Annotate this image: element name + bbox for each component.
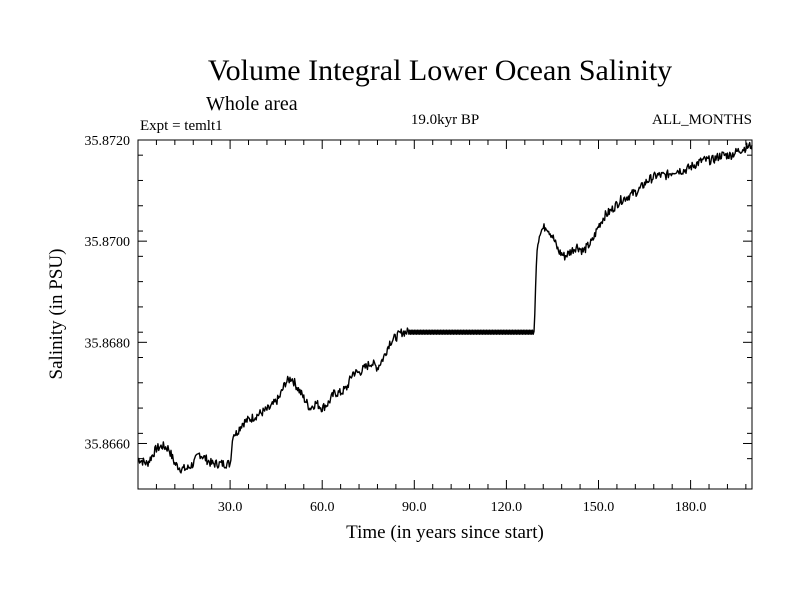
months-label: ALL_MONTHS xyxy=(652,112,752,128)
series-line-salinity xyxy=(137,141,753,474)
x-axis-label: Time (in years since start) xyxy=(346,522,544,543)
y-axis-ticks: 35.8660 35.8680 35.8700 35.8720 xyxy=(85,134,752,460)
x-tick-label: 120.0 xyxy=(491,500,523,515)
period-label: 19.0kyr BP xyxy=(411,112,479,128)
experiment-label: Expt = temlt1 xyxy=(140,118,223,134)
chart-title: Volume Integral Lower Ocean Salinity xyxy=(208,54,672,87)
x-axis-ticks: 30.0 60.0 90.0 120.0 150.0 180.0 xyxy=(155,140,747,515)
chart-subtitle: Whole area xyxy=(206,93,298,115)
y-axis-label: Salinity (in PSU) xyxy=(46,249,67,380)
y-tick-label: 35.8680 xyxy=(85,336,131,351)
series-group xyxy=(137,141,753,474)
y-tick-label: 35.8660 xyxy=(85,437,131,452)
x-tick-label: 180.0 xyxy=(675,500,707,515)
y-tick-label: 35.8700 xyxy=(85,235,131,250)
plot-frame xyxy=(137,139,753,490)
y-tick-label: 35.8720 xyxy=(85,134,131,149)
x-tick-label: 150.0 xyxy=(583,500,615,515)
x-tick-label: 30.0 xyxy=(218,500,243,515)
x-tick-label: 90.0 xyxy=(402,500,427,515)
x-tick-label: 60.0 xyxy=(310,500,335,515)
